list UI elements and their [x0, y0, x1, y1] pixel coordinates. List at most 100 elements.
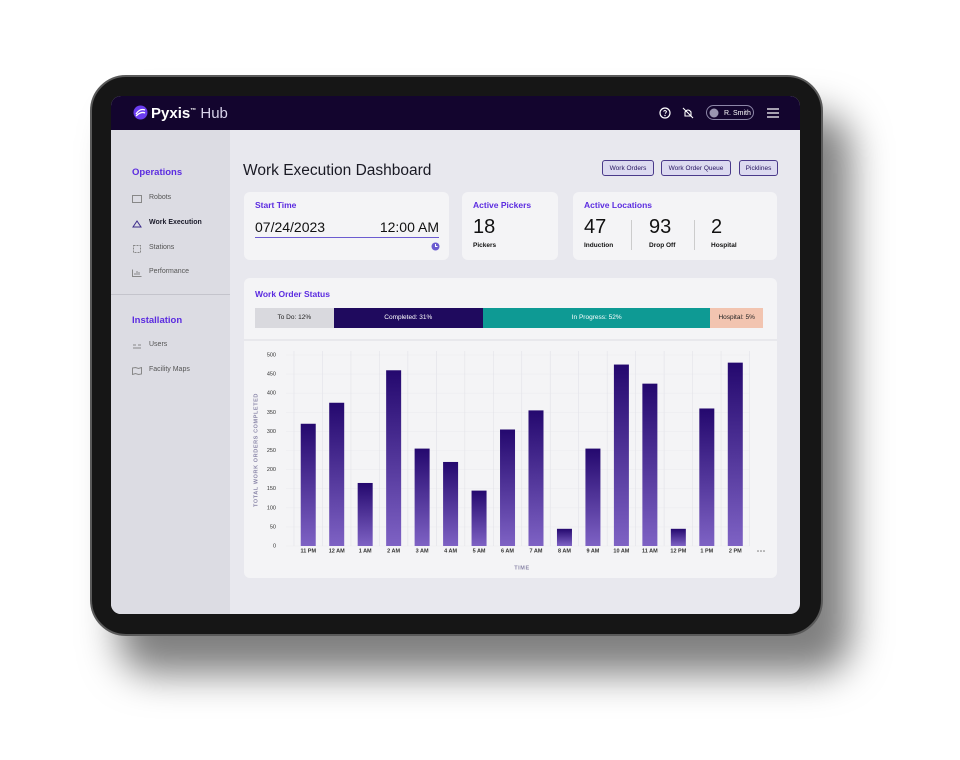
status-label: To Do: 12% — [277, 314, 312, 321]
time-input[interactable]: 12:00 AM — [379, 219, 439, 235]
card-title: Start Time — [255, 200, 297, 210]
status-segment: To Do: 12% — [255, 308, 334, 328]
nav-item[interactable]: Robots — [149, 194, 172, 201]
nav-button[interactable]: Picklines — [739, 160, 778, 176]
x-tick-label: 1 AM — [359, 548, 372, 554]
y-tick-label: 200 — [267, 467, 276, 473]
brand: Pyxis™ Hub — [151, 105, 228, 122]
x-tick-label: 2 PM — [729, 548, 742, 554]
divider — [694, 220, 695, 250]
page-title: Work Execution Dashboard — [243, 162, 432, 179]
bar — [585, 448, 601, 546]
y-tick-label: 300 — [267, 429, 276, 435]
nav-icon — [132, 195, 142, 203]
divider — [111, 294, 230, 295]
bar — [357, 482, 373, 546]
card-title: Active Pickers — [473, 200, 532, 210]
bar — [613, 364, 629, 546]
user-menu[interactable]: R. Smith — [706, 105, 754, 120]
brand-sub: Hub — [200, 105, 228, 122]
notifications-icon[interactable] — [682, 107, 694, 119]
x-axis-title: TIME — [514, 565, 530, 571]
menu-icon[interactable] — [767, 108, 779, 118]
nav-item[interactable]: Work Execution — [149, 219, 202, 226]
status-segment: Hospital: 5% — [710, 308, 763, 328]
x-tick-label: 12 PM — [670, 548, 686, 554]
x-tick-label: 1 PM — [700, 548, 713, 554]
bar — [443, 461, 459, 546]
trademark: ™ — [190, 108, 197, 114]
x-tick-label: 11 AM — [642, 548, 658, 554]
x-tick-label: 4 AM — [444, 548, 457, 554]
screen: Pyxis™ Hub R. Smith Operations Robots Wo… — [111, 96, 800, 614]
y-tick-label: 0 — [273, 543, 276, 549]
bar — [727, 362, 743, 546]
y-tick-label: 350 — [267, 410, 276, 416]
brand-name: Pyxis — [151, 105, 191, 122]
metric-value: 93 — [649, 216, 672, 238]
y-tick-label: 150 — [267, 486, 276, 492]
help-icon[interactable] — [659, 107, 671, 119]
bar — [642, 383, 658, 546]
y-tick-label: 450 — [267, 372, 276, 378]
input-underline — [255, 237, 439, 238]
status-label: Hospital: 5% — [718, 314, 755, 321]
nav-item[interactable]: Users — [149, 341, 168, 348]
y-tick-label: 400 — [267, 391, 276, 397]
nav-button[interactable]: Work Orders — [602, 160, 654, 176]
section-title: Installation — [132, 315, 183, 326]
active-pickers-card: Active Pickers 18 Pickers — [462, 192, 558, 260]
x-tick-label: 5 AM — [473, 548, 486, 554]
y-tick-label: 50 — [270, 524, 276, 530]
nav-item[interactable]: Performance — [149, 268, 190, 275]
status-segment: Completed: 31% — [333, 308, 483, 328]
start-time-card: Start Time 07/24/2023 12:00 AM — [244, 192, 449, 260]
metric-label: Induction — [584, 242, 614, 249]
card-title: Work Order Status — [255, 289, 330, 299]
header: Pyxis™ Hub R. Smith — [111, 96, 800, 130]
nav-button[interactable]: Work Order Queue — [661, 160, 731, 176]
chart: TOTAL WORK ORDERS COMPLETED TIME 0 50 100 1… — [244, 339, 777, 571]
logo — [133, 105, 148, 120]
x-tick-label: 10 AM — [613, 548, 629, 554]
nav-icon — [132, 367, 142, 375]
bar — [500, 429, 516, 546]
sidebar: Operations Robots Work Execution Station… — [111, 130, 230, 614]
status-label: Completed: 31% — [384, 314, 433, 321]
x-tick-label: 3 AM — [416, 548, 429, 554]
metric-label: Drop Off — [649, 242, 676, 249]
status-label: In Progress: 52% — [571, 314, 622, 321]
nav-icon — [132, 220, 142, 228]
y-axis-title: TOTAL WORK ORDERS COMPLETED — [253, 393, 259, 507]
bar — [556, 528, 572, 546]
status-bar: To Do: 12% Completed: 31% In Progress: 52%… — [255, 308, 763, 328]
section-title: Operations — [132, 167, 183, 178]
bar — [471, 490, 487, 546]
bar — [699, 408, 715, 546]
bar — [386, 370, 402, 546]
x-tick-label: 7 AM — [530, 548, 543, 554]
date-input[interactable]: 07/24/2023 — [255, 219, 326, 235]
x-tick-label: 11 PM — [300, 548, 316, 554]
metric-label: Pickers — [473, 242, 497, 249]
nav-icon — [133, 344, 141, 349]
nav-item[interactable]: Stations — [149, 244, 175, 251]
card-title: Active Locations — [584, 200, 653, 210]
status-segment: In Progress: 52% — [482, 308, 711, 328]
clock-icon[interactable] — [431, 242, 440, 251]
x-tick-label: 6 AM — [501, 548, 514, 554]
nav-item[interactable]: Facility Maps — [149, 366, 190, 373]
x-tick-label: 12 AM — [329, 548, 345, 554]
bar — [300, 423, 316, 546]
work-order-card: TOTAL WORK ORDERS COMPLETED TIME 0 50 100 1… — [244, 278, 777, 578]
metric-value: 2 — [711, 216, 723, 238]
more-icon[interactable] — [757, 550, 765, 552]
nav-icon — [133, 245, 141, 253]
divider — [631, 220, 632, 250]
x-tick-label: 2 AM — [387, 548, 400, 554]
y-tick-label: 250 — [267, 448, 276, 454]
metric-value: 47 — [584, 216, 607, 238]
metric-value: 18 — [473, 216, 496, 238]
nav-icon — [132, 269, 142, 277]
